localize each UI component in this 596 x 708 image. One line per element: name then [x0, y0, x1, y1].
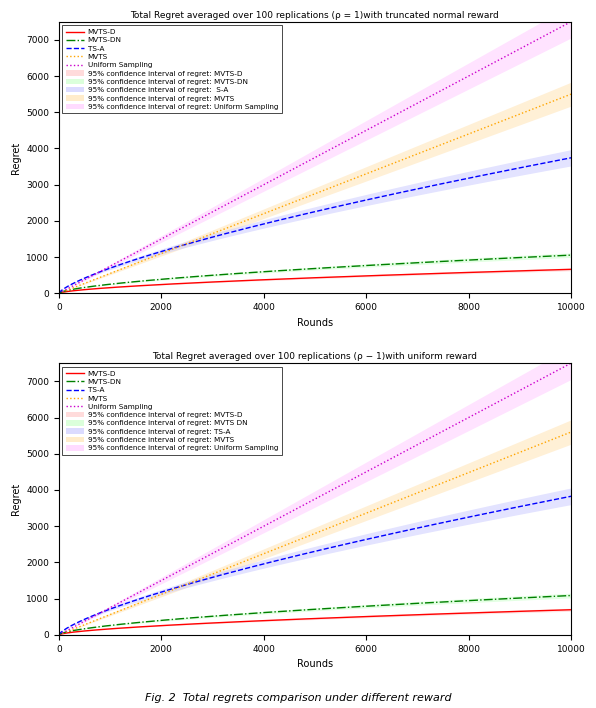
Text: Fig. 2  Total regrets comparison under different reward: Fig. 2 Total regrets comparison under di…: [145, 693, 451, 703]
Legend: MVTS-D, MVTS-DN, TS-A, MVTS, Uniform Sampling, 95% confidence interval of regret: MVTS-D, MVTS-DN, TS-A, MVTS, Uniform Sam…: [63, 367, 282, 455]
X-axis label: Rounds: Rounds: [297, 318, 333, 328]
X-axis label: Rounds: Rounds: [297, 659, 333, 669]
Y-axis label: Regret: Regret: [11, 483, 20, 515]
Title: Total Regret averaged over 100 replications (ρ = 1)with truncated normal reward: Total Regret averaged over 100 replicati…: [131, 11, 499, 20]
Legend: MVTS-D, MVTS-DN, TS-A, MVTS, Uniform Sampling, 95% confidence interval of regret: MVTS-D, MVTS-DN, TS-A, MVTS, Uniform Sam…: [63, 25, 282, 113]
Y-axis label: Regret: Regret: [11, 142, 20, 173]
Title: Total Regret averaged over 100 replications (ρ − 1)with uniform reward: Total Regret averaged over 100 replicati…: [153, 352, 477, 361]
